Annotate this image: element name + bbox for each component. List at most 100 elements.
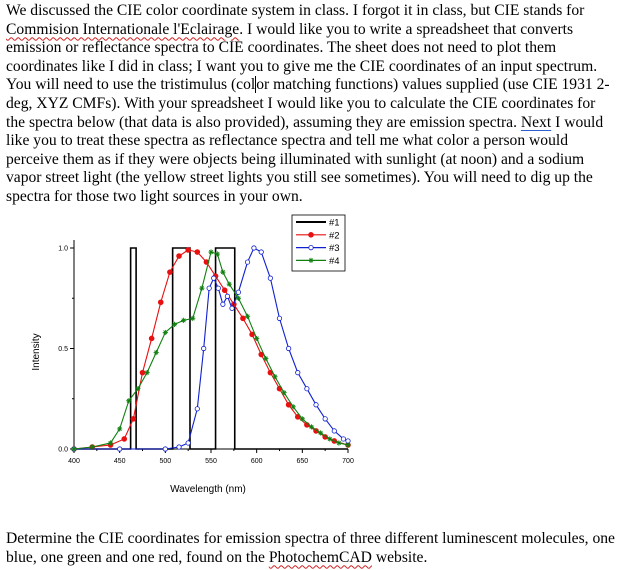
series-2 [71,247,351,452]
legend-label: #2 [329,230,340,241]
data-point [308,244,314,251]
x-tick-label: 600 [251,458,263,465]
data-point [121,436,128,442]
data-point [220,269,226,275]
legend-entry: #2 [296,230,340,241]
data-point [221,287,228,294]
x-tick-label: 450 [114,458,126,465]
data-point [229,305,235,311]
series-3 [71,245,351,452]
data-point [206,285,212,291]
y-tick-label: 0.0 [58,447,68,454]
data-point [244,313,251,319]
data-point [285,401,292,408]
data-point [235,289,241,295]
data-point [139,369,146,376]
data-point [258,351,265,358]
chart-series [71,245,351,452]
data-point [130,416,137,422]
data-point [336,440,342,446]
data-point [251,245,257,251]
data-point [308,232,314,238]
data-point [117,426,123,432]
text-segment: I would like you to treat these spectra … [6,113,604,205]
data-point [226,281,232,287]
text-segment: . I would like you to write a spreadshee… [6,20,598,94]
data-point [162,329,168,336]
legend-label: #3 [329,243,340,254]
data-point [181,317,187,323]
spellcheck-underlined-text: PhotochemCAD [268,548,372,566]
text-segment: Determine the CIE coordinates for emissi… [6,530,615,566]
chart-axes: 400 450 500 550 600 650 700 0.0 0.5 1.0 [58,240,354,465]
data-point [153,349,159,356]
data-point [313,402,319,408]
legend-label: #4 [329,256,340,267]
task-paragraph: Determine the CIE coordinates for emissi… [6,530,616,567]
spellcheck-underlined-text: Commision Internationale l'Eclairage [6,20,240,38]
data-point [185,440,191,446]
text-segment: or matching functions) values supplied (… [6,76,610,131]
data-point [89,444,95,450]
data-point [331,428,337,434]
data-point [327,436,333,442]
legend-box [291,214,346,272]
data-point [148,335,155,342]
series-4 [71,249,351,452]
data-point [281,390,287,396]
data-point [126,398,132,404]
data-point [211,275,217,281]
data-point [162,446,168,452]
data-point [224,293,231,299]
data-point [240,315,246,322]
series-1 [74,247,348,450]
data-point [167,269,173,275]
x-tick-label: 500 [159,458,171,465]
data-point [304,386,310,392]
x-axis-label: Wavelength (nm) [170,484,246,495]
x-tick-label: 400 [68,458,80,465]
data-point [322,416,328,422]
data-point [220,301,226,307]
series-line [74,247,348,450]
data-point [290,404,296,410]
legend-entry: #3 [296,243,340,254]
data-point [308,424,315,430]
data-point [340,436,347,442]
data-point [107,440,114,446]
data-point [244,259,251,265]
data-point [299,416,305,422]
data-point [71,446,77,452]
data-point [308,257,314,263]
data-point [157,299,164,306]
data-point [190,315,196,321]
data-point [208,249,214,255]
data-point [194,406,200,412]
data-point [135,386,141,392]
x-tick-label: 700 [342,458,354,465]
data-point [272,374,278,380]
grammar-underlined-text: Next [520,113,552,131]
data-point [117,446,123,452]
data-point [215,285,221,291]
x-tick-label: 650 [296,458,308,465]
series-line [73,251,349,450]
data-point [258,249,264,255]
data-point [214,251,220,257]
text-segment: We discussed the CIE color coordinate sy… [6,2,585,19]
data-point [254,335,260,342]
text-segment: website. [371,548,428,566]
data-point [171,321,178,327]
instructions-paragraph: We discussed the CIE color coordinate sy… [6,2,611,207]
data-point [199,285,205,291]
legend-entry: #4 [296,256,340,267]
y-tick-label: 0.5 [58,346,68,353]
data-point [263,355,269,362]
legend-entry: #1 [296,218,340,229]
data-point [176,253,182,259]
data-point [286,345,292,352]
data-point [176,444,182,450]
y-axis-label: Intensity [31,333,42,370]
data-point [201,345,207,352]
